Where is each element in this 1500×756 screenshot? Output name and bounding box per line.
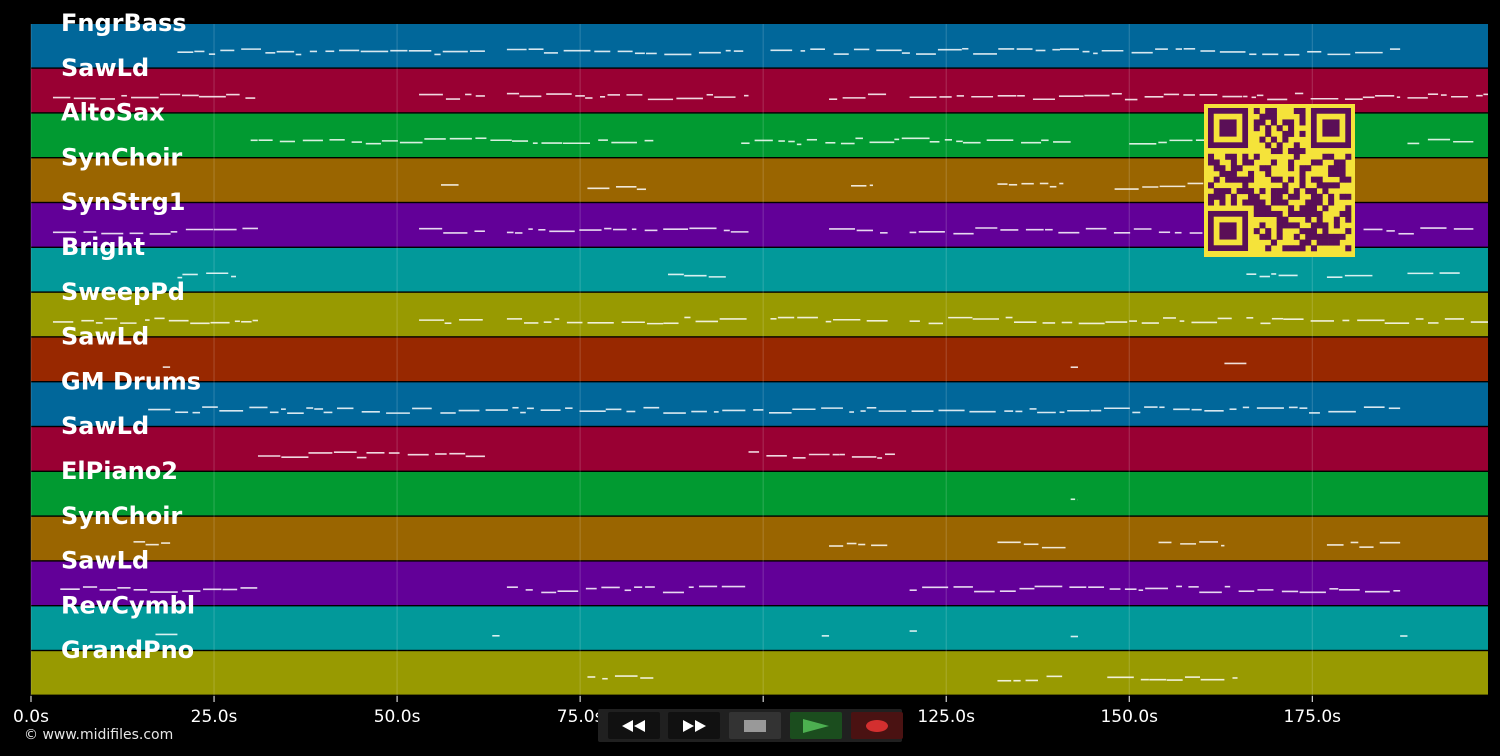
- track-name: SynChoir: [61, 502, 182, 530]
- tick-label: 125.0s: [917, 707, 975, 727]
- tick-label: 25.0s: [191, 707, 238, 727]
- rewind-button[interactable]: [608, 712, 660, 739]
- note-layer: [52, 47, 1488, 682]
- track-lane: [31, 337, 1488, 381]
- track-name: FngrBass: [61, 9, 187, 37]
- tick-label: 175.0s: [1284, 707, 1342, 727]
- track-name: GM Drums: [61, 367, 201, 395]
- track-name: SawLd: [61, 54, 149, 82]
- credit-text: © www.midifiles.com: [24, 727, 174, 743]
- track-name: Bright: [61, 233, 145, 261]
- track-name: SawLd: [61, 323, 149, 351]
- rewind-icon: [622, 719, 645, 732]
- record-icon: [866, 719, 888, 732]
- record-button[interactable]: [851, 712, 903, 739]
- track-lane: [31, 427, 1488, 471]
- track-lane: [31, 472, 1488, 516]
- play-icon: [803, 718, 829, 733]
- track-name: SawLd: [61, 547, 149, 575]
- track-name: AltoSax: [61, 99, 165, 127]
- track-labels: FngrBass SawLd AltoSax SynChoir SynStrg1 Brig…: [61, 9, 201, 664]
- tick-label: 0.0s: [13, 707, 49, 727]
- track-lane: [31, 606, 1488, 650]
- qr-pattern: [1204, 104, 1355, 257]
- stop-button[interactable]: [729, 712, 781, 739]
- play-button[interactable]: [790, 712, 842, 739]
- fast-forward-icon: [683, 719, 706, 732]
- track-lane: [31, 561, 1488, 605]
- track-name: SawLd: [61, 412, 149, 440]
- tick-label: 75.0s: [557, 707, 604, 727]
- fast-forward-button[interactable]: [668, 712, 720, 739]
- track-name: SweepPd: [61, 278, 185, 306]
- transport-bar: [598, 709, 903, 742]
- track-lane: [31, 24, 1488, 68]
- tick-label: 50.0s: [374, 707, 421, 727]
- tick-label: 150.0s: [1100, 707, 1158, 727]
- track-lane: [31, 651, 1488, 695]
- qr-code: [1204, 104, 1355, 257]
- track-name: RevCymbl: [61, 591, 195, 619]
- track-lane: [31, 516, 1488, 561]
- track-lane: [31, 382, 1488, 426]
- stop-icon: [744, 719, 766, 732]
- track-name: GrandPno: [61, 636, 194, 664]
- track-name: SynChoir: [61, 143, 182, 171]
- track-lane: [31, 292, 1488, 337]
- track-name: SynStrg1: [61, 188, 186, 216]
- track-name: ElPiano2: [61, 457, 178, 485]
